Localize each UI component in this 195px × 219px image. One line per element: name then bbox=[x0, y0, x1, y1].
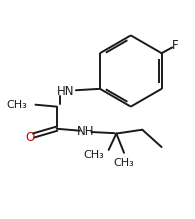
Text: NH: NH bbox=[77, 125, 94, 138]
Text: CH₃: CH₃ bbox=[114, 158, 134, 168]
Text: CH₃: CH₃ bbox=[6, 100, 27, 110]
Text: CH₃: CH₃ bbox=[83, 150, 104, 160]
Text: O: O bbox=[25, 131, 34, 144]
Text: HN: HN bbox=[57, 85, 74, 98]
Text: F: F bbox=[172, 39, 178, 52]
